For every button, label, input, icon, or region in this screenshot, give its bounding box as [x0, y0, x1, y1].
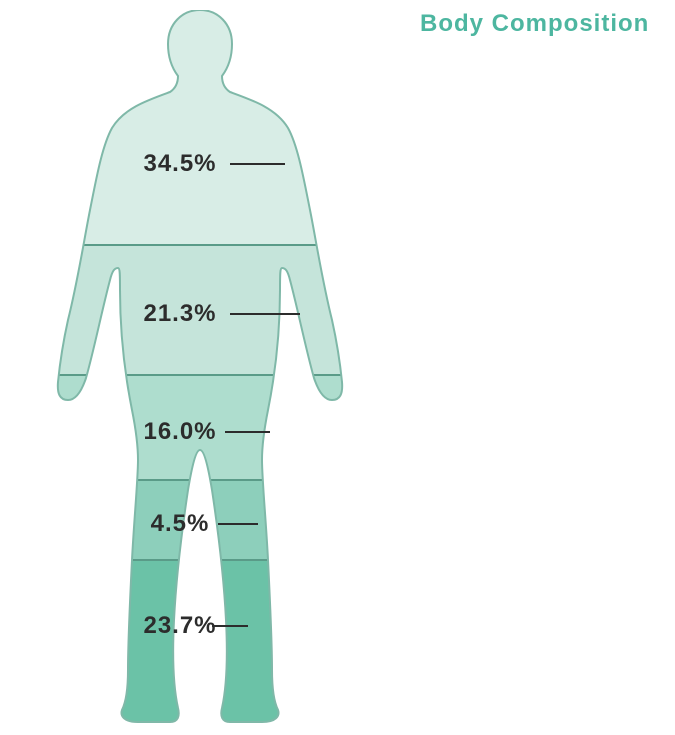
leader-line [225, 431, 270, 433]
compartment-row: Protein( kg ) [420, 410, 670, 433]
compartment-full: Intracellular Water [420, 157, 670, 173]
compartment-unit: ( kg ) [632, 612, 670, 628]
compartment-unit: ( kg ) [632, 512, 670, 528]
segment-percent: 4.5% [130, 510, 230, 538]
compartment-unit: ( kg ) [632, 412, 670, 428]
compartment-row: Mineral( kg ) [420, 510, 670, 533]
compartment-abbr: ICW [420, 130, 670, 153]
compartment-full: Body Fat Mass [420, 637, 670, 653]
compartment-row: ICW Intracellular Water ( L ) [420, 130, 670, 173]
segment-percent: 16.0% [130, 418, 230, 446]
title: Body Composition [420, 10, 670, 38]
segment-percent: 21.3% [130, 300, 230, 328]
compartment-unit: ( L ) [641, 282, 670, 298]
compartment-row: BFMBody Fat Mass( kg ) [420, 610, 670, 653]
leader-line [218, 523, 258, 525]
info-header: Body Composition Compartments [420, 10, 670, 69]
compartment-abbr: ECW [420, 280, 670, 303]
leader-line [212, 625, 248, 627]
body-composition-infographic: 34.5%21.3%16.0%4.5%23.7% Body Compositio… [0, 0, 675, 735]
compartment-row: ECW Extracellular Water ( L ) [420, 280, 670, 323]
subtitle: Compartments [420, 48, 670, 69]
leader-line [230, 313, 300, 315]
segment-percent: 34.5% [130, 150, 230, 178]
leader-line [230, 163, 285, 165]
compartment-unit: ( L ) [641, 132, 670, 148]
compartment-full: Extracellular Water [420, 307, 670, 323]
